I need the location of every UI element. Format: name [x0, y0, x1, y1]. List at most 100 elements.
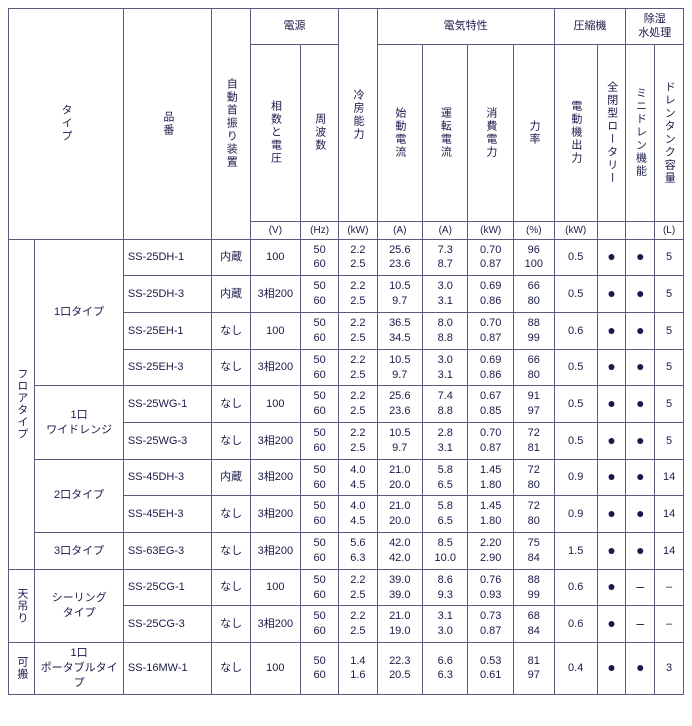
- run-10: 3.13.0: [423, 606, 468, 643]
- rotary-10: ●: [597, 606, 626, 643]
- drain-9: –: [626, 569, 655, 606]
- pc-8: 2.202.90: [468, 533, 513, 570]
- volt-2: 100: [250, 312, 300, 349]
- run-8: 8.510.0: [423, 533, 468, 570]
- start-6: 21.020.0: [377, 459, 422, 496]
- unit-0: (V): [250, 221, 300, 239]
- start-1: 10.59.7: [377, 276, 422, 313]
- volt-4: 100: [250, 386, 300, 423]
- model-11: SS-16MW-1: [123, 643, 212, 695]
- tank-8: 14: [655, 533, 684, 570]
- col-motor-output: 電動機出力: [569, 48, 583, 218]
- model-0: SS-25DH-1: [123, 239, 212, 276]
- volt-1: 3相200: [250, 276, 300, 313]
- type-group-2: 可搬: [15, 656, 29, 680]
- col-auto-swing: 自動首振り装置: [224, 39, 238, 209]
- col-cooling: 冷房能力: [351, 30, 365, 200]
- run-2: 8.08.8: [423, 312, 468, 349]
- motor-9: 0.6: [554, 569, 597, 606]
- run-7: 5.86.5: [423, 496, 468, 533]
- start-2: 36.534.5: [377, 312, 422, 349]
- model-5: SS-25WG-3: [123, 423, 212, 460]
- model-2: SS-25EH-1: [123, 312, 212, 349]
- sub-group-4: シーリングタイプ: [52, 592, 107, 619]
- cool-9: 2.22.5: [339, 569, 377, 606]
- unit-3: (A): [377, 221, 422, 239]
- drain-5: ●: [626, 423, 655, 460]
- type-group-1: 天吊り: [15, 588, 29, 624]
- swing-2: なし: [212, 312, 250, 349]
- volt-6: 3相200: [250, 459, 300, 496]
- unit-1: (Hz): [300, 221, 338, 239]
- group-power: 電源: [250, 9, 339, 45]
- col-power-factor: 力率: [527, 48, 541, 218]
- freq-8: 5060: [300, 533, 338, 570]
- tank-6: 14: [655, 459, 684, 496]
- tank-7: 14: [655, 496, 684, 533]
- unit-4: (A): [423, 221, 468, 239]
- cool-10: 2.22.5: [339, 606, 377, 643]
- swing-1: 内蔵: [212, 276, 250, 313]
- start-7: 21.020.0: [377, 496, 422, 533]
- swing-9: なし: [212, 569, 250, 606]
- pc-3: 0.690.86: [468, 349, 513, 386]
- drain-7: ●: [626, 496, 655, 533]
- start-9: 39.039.0: [377, 569, 422, 606]
- start-0: 25.623.6: [377, 239, 422, 276]
- rotary-6: ●: [597, 459, 626, 496]
- sub-group-1: 1口ワイドレンジ: [46, 409, 112, 436]
- motor-10: 0.6: [554, 606, 597, 643]
- swing-3: なし: [212, 349, 250, 386]
- start-10: 21.019.0: [377, 606, 422, 643]
- pf-0: 96100: [513, 239, 554, 276]
- rotary-1: ●: [597, 276, 626, 313]
- volt-7: 3相200: [250, 496, 300, 533]
- pc-0: 0.700.87: [468, 239, 513, 276]
- freq-11: 5060: [300, 643, 338, 695]
- pc-7: 1.451.80: [468, 496, 513, 533]
- sub-group-3: 3口タイプ: [54, 545, 104, 557]
- unit-6: (%): [513, 221, 554, 239]
- volt-9: 100: [250, 569, 300, 606]
- motor-11: 0.4: [554, 643, 597, 695]
- freq-6: 5060: [300, 459, 338, 496]
- volt-8: 3相200: [250, 533, 300, 570]
- cool-5: 2.22.5: [339, 423, 377, 460]
- volt-3: 3相200: [250, 349, 300, 386]
- cool-2: 2.22.5: [339, 312, 377, 349]
- sub-group-0: 1口タイプ: [54, 306, 104, 318]
- sub-group-2: 2口タイプ: [54, 489, 104, 501]
- unit-5: (kW): [468, 221, 513, 239]
- volt-5: 3相200: [250, 423, 300, 460]
- freq-4: 5060: [300, 386, 338, 423]
- model-10: SS-25CG-3: [123, 606, 212, 643]
- volt-10: 3相200: [250, 606, 300, 643]
- pf-4: 9197: [513, 386, 554, 423]
- tank-2: 5: [655, 312, 684, 349]
- pf-2: 8899: [513, 312, 554, 349]
- run-3: 3.03.1: [423, 349, 468, 386]
- freq-9: 5060: [300, 569, 338, 606]
- tank-10: –: [655, 606, 684, 643]
- col-rotary: 全閉型ロータリー: [604, 48, 618, 218]
- cool-4: 2.22.5: [339, 386, 377, 423]
- drain-8: ●: [626, 533, 655, 570]
- model-4: SS-25WG-1: [123, 386, 212, 423]
- start-3: 10.59.7: [377, 349, 422, 386]
- cool-3: 2.22.5: [339, 349, 377, 386]
- group-elec: 電気特性: [377, 9, 554, 45]
- run-6: 5.86.5: [423, 459, 468, 496]
- model-1: SS-25DH-3: [123, 276, 212, 313]
- start-8: 42.042.0: [377, 533, 422, 570]
- tank-4: 5: [655, 386, 684, 423]
- model-6: SS-45DH-3: [123, 459, 212, 496]
- swing-8: なし: [212, 533, 250, 570]
- swing-5: なし: [212, 423, 250, 460]
- rotary-4: ●: [597, 386, 626, 423]
- col-phase-voltage: 相数と電圧: [268, 48, 282, 218]
- volt-11: 100: [250, 643, 300, 695]
- col-mini-drain: ミニドレン機能: [633, 48, 647, 218]
- swing-11: なし: [212, 643, 250, 695]
- model-9: SS-25CG-1: [123, 569, 212, 606]
- col-model: 品番: [161, 39, 175, 209]
